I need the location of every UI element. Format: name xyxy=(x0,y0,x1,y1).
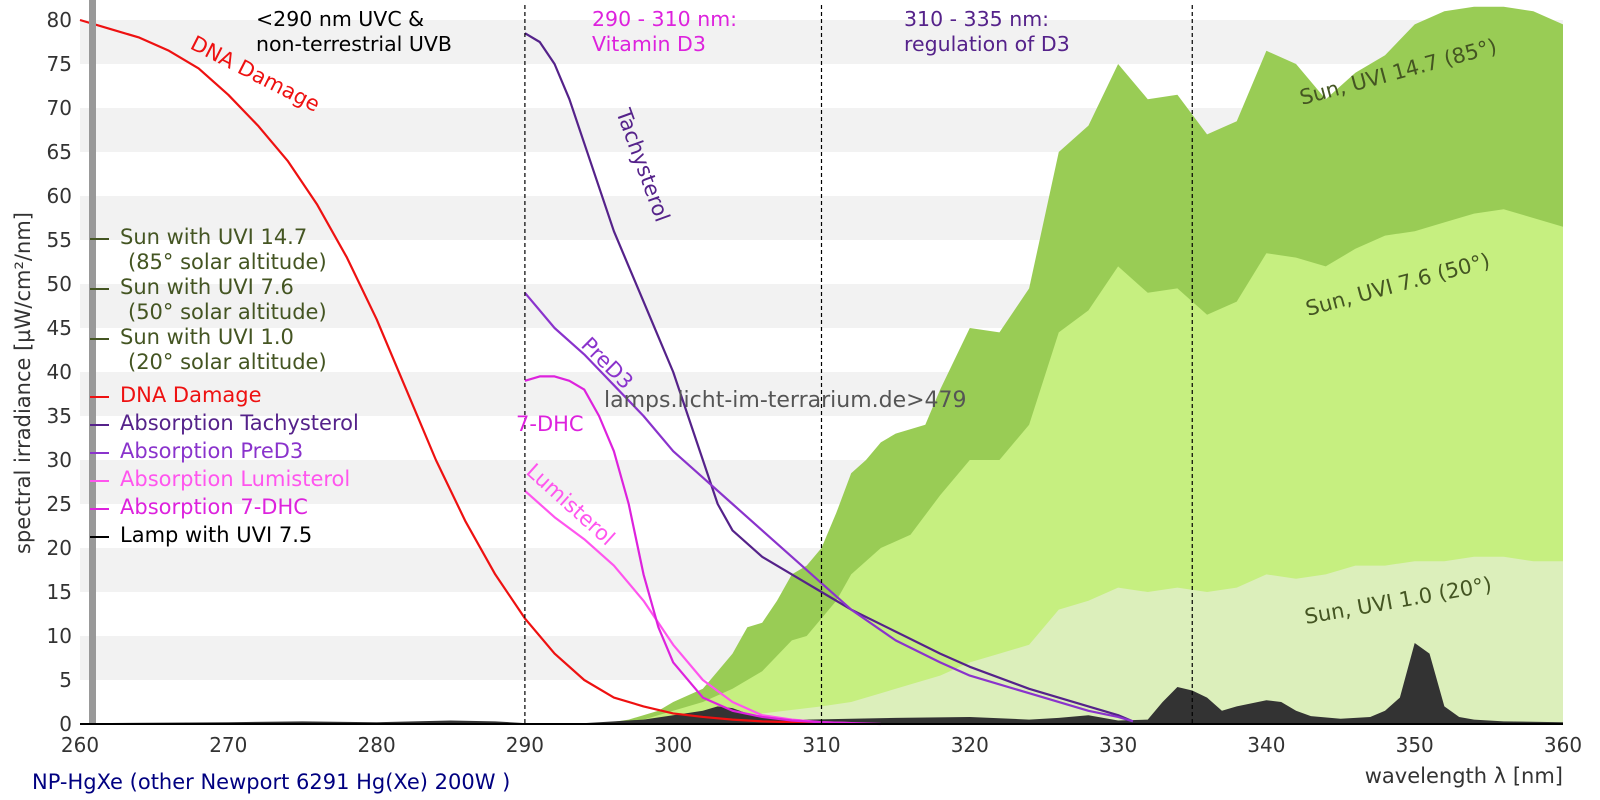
y-tick-label: 75 xyxy=(47,52,72,76)
watermark-text: lamps.licht-im-terrarium.de>479 xyxy=(604,388,967,413)
legend-item-sun-10: Sun with UVI 1.0 xyxy=(120,325,294,349)
lamp-uvi-7-5-area xyxy=(94,643,1564,724)
y-tick-label: 25 xyxy=(47,492,72,516)
pred3-line xyxy=(524,292,1134,723)
y-tick-label: 70 xyxy=(47,96,72,120)
x-tick-label: 330 xyxy=(1099,733,1137,757)
region-label-regulation-line1: 310 - 335 nm: xyxy=(904,7,1049,31)
region-label-vitd3-line2: Vitamin D3 xyxy=(592,32,706,56)
region-label-uvc-line2: non-terrestrial UVB xyxy=(256,32,452,56)
line-series-group xyxy=(79,18,1134,726)
x-tick-label: 360 xyxy=(1544,733,1582,757)
x-axis-title: wavelength λ [nm] xyxy=(1365,764,1563,788)
legend-item-pred3: Absorption PreD3 xyxy=(120,439,303,463)
x-tick-label: 260 xyxy=(61,733,99,757)
x-tick-label: 280 xyxy=(358,733,396,757)
y-tick-label: 40 xyxy=(47,360,72,384)
legend-item-tachysterol: Absorption Tachysterol xyxy=(120,411,359,435)
legend-item-sun-76-sub: (50° solar altitude) xyxy=(128,300,327,324)
region-dividers xyxy=(524,5,1193,724)
y-tick-label: 60 xyxy=(47,184,72,208)
legend-item-sun-76: Sun with UVI 7.6 xyxy=(120,275,294,299)
y-tick-label: 10 xyxy=(47,624,72,648)
curve-label-dhc: 7-DHC xyxy=(516,412,584,436)
y-tick-label: 80 xyxy=(47,8,72,32)
x-tick-label: 300 xyxy=(654,733,692,757)
y-tick-label: 20 xyxy=(47,536,72,560)
x-tick-label: 350 xyxy=(1396,733,1434,757)
legend-item-lumisterol: Absorption Lumisterol xyxy=(120,467,350,491)
y-tick-label: 45 xyxy=(47,316,72,340)
legend-item-lamp: Lamp with UVI 7.5 xyxy=(120,523,312,547)
legend-item-dhc: Absorption 7-DHC xyxy=(120,495,308,519)
legend-item-sun-147-sub: (85° solar altitude) xyxy=(128,250,327,274)
region-label-vitd3-line1: 290 - 310 nm: xyxy=(592,7,737,31)
dhc-line xyxy=(524,375,881,726)
y-tick-label: 15 xyxy=(47,580,72,604)
x-tick-label: 320 xyxy=(951,733,989,757)
region-label-uvc-line1: <290 nm UVC & xyxy=(256,7,424,31)
y-tick-label: 5 xyxy=(59,668,72,692)
sun-uvi-1-0-area xyxy=(673,556,1563,724)
y-tick-label: 0 xyxy=(59,712,72,736)
legend-item-sun-147: Sun with UVI 14.7 xyxy=(120,225,307,249)
axes xyxy=(80,0,1563,725)
y-axis-title: spectral irradiance [µW/cm²/nm] xyxy=(11,212,35,554)
x-tick-label: 270 xyxy=(209,733,247,757)
x-tick-label: 310 xyxy=(802,733,840,757)
footer-lamp-name: NP-HgXe (other Newport 6291 Hg(Xe) 200W … xyxy=(32,770,510,794)
y-tick-label: 35 xyxy=(47,404,72,428)
x-tick-label: 340 xyxy=(1247,733,1285,757)
y-tick-label: 50 xyxy=(47,272,72,296)
area-series-group xyxy=(94,6,1564,725)
y-tick-label: 55 xyxy=(47,228,72,252)
y-tick-label: 30 xyxy=(47,448,72,472)
y-tick-label: 65 xyxy=(47,140,72,164)
dna-damage-line xyxy=(79,18,822,725)
legend-item-dna: DNA Damage xyxy=(120,383,262,407)
tachysterol-line xyxy=(524,32,1134,723)
legend-item-sun-10-sub: (20° solar altitude) xyxy=(128,350,327,374)
tick-labels: 0 5 10 15 20 25 30 35 40 45 50 55 60 65 70 75 80 260 270 28… xyxy=(47,8,1583,757)
x-tick-label: 290 xyxy=(506,733,544,757)
legend: Sun with UVI 14.7 (85° solar altitude) S… xyxy=(90,225,359,547)
left-edge-bar xyxy=(89,0,96,724)
region-label-regulation-line2: regulation of D3 xyxy=(904,32,1070,56)
